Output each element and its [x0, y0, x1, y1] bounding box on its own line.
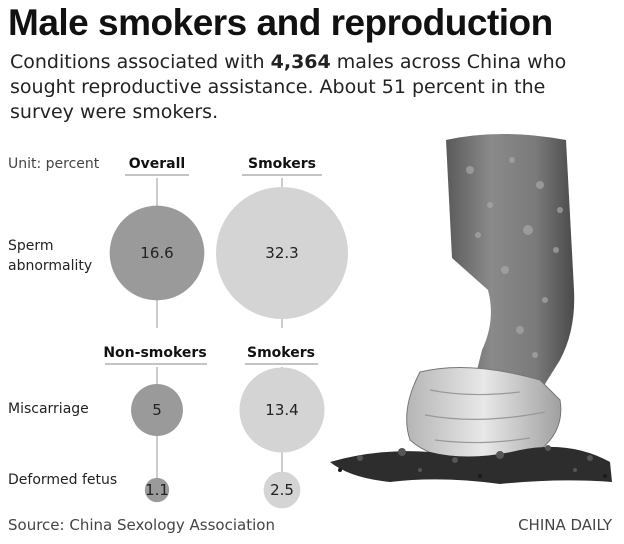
col-header-non-smokers: Non-smokers — [103, 345, 206, 361]
page-subtitle: Conditions associated with 4,364 males a… — [10, 50, 610, 125]
bubble-miscarriage-right — [239, 367, 325, 453]
bubble-deformed-fetus-left — [144, 477, 170, 503]
value-label-deformed-fetus-right: 2.5 — [270, 481, 294, 499]
bubble-miscarriage-left — [131, 384, 183, 436]
value-label-miscarriage-right: 13.4 — [265, 401, 298, 419]
row-label-deformed-fetus: Deformed fetus — [8, 472, 117, 488]
subtitle-post: males across China who sought reproducti… — [10, 51, 567, 123]
col-header-smokers-2: Smokers — [247, 345, 315, 361]
unit-label: Unit: percent — [8, 156, 100, 172]
source-note: Source: China Sexology Association — [8, 516, 275, 534]
subtitle-pre: Conditions associated with — [10, 51, 271, 73]
col-header-smokers-1: Smokers — [248, 156, 316, 172]
value-label-sperm-abnormality-right: 32.3 — [265, 244, 298, 262]
chart-marks: 16.6 32.3 5 13.4 1.1 2.5 — [109, 178, 348, 509]
col-header-overall: Overall — [129, 156, 185, 172]
value-label-sperm-abnormality-left: 16.6 — [140, 244, 173, 262]
page-title: Male smokers and reproduction — [8, 2, 553, 43]
bubble-sperm-abnormality-right — [216, 187, 348, 319]
subtitle-bold-count: 4,364 — [270, 51, 331, 73]
bubble-sperm-abnormality-left — [109, 205, 205, 301]
row-label-miscarriage: Miscarriage — [8, 401, 89, 417]
bubble-deformed-fetus-right — [263, 471, 301, 509]
value-label-deformed-fetus-left: 1.1 — [145, 481, 169, 499]
credit-label: CHINA DAILY — [518, 516, 612, 534]
row-label-sperm-abnormality: Sperm abnormality — [8, 238, 92, 274]
value-label-miscarriage-left: 5 — [152, 401, 162, 419]
